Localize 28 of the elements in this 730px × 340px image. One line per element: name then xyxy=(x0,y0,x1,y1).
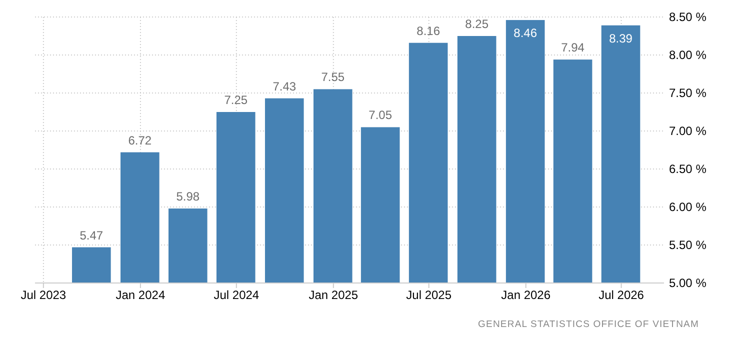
x-tick-label: Jan 2024 xyxy=(116,288,166,302)
y-tick-label: 8.50 % xyxy=(669,10,707,24)
y-tick-label: 5.50 % xyxy=(669,238,707,252)
y-tick-label: 6.50 % xyxy=(669,162,707,176)
data-label: 7.55 xyxy=(321,70,345,84)
data-label: 8.25 xyxy=(465,17,489,31)
y-tick-label: 6.00 % xyxy=(669,200,707,214)
data-label: 7.25 xyxy=(224,93,248,107)
y-tick-label: 7.00 % xyxy=(669,124,707,138)
data-label: 8.39 xyxy=(609,31,633,46)
data-label: 7.05 xyxy=(368,108,392,122)
data-label: 6.72 xyxy=(128,133,152,148)
data-label: 5.98 xyxy=(176,190,200,204)
x-tick-label: Jul 2025 xyxy=(406,288,452,302)
x-tick-label: Jan 2025 xyxy=(308,288,358,302)
x-tick-label: Jul 2026 xyxy=(598,288,644,302)
x-tick-label: Jul 2023 xyxy=(20,288,66,302)
x-tick-label: Jul 2024 xyxy=(214,288,260,302)
data-label: 8.46 xyxy=(514,26,538,40)
data-label: 5.47 xyxy=(80,228,104,242)
y-tick-label: 7.50 % xyxy=(669,86,707,100)
y-tick-label: 8.00 % xyxy=(669,48,707,62)
data-label: 7.43 xyxy=(272,79,296,94)
data-label: 7.94 xyxy=(561,40,585,55)
y-tick-label: 5.00 % xyxy=(669,276,707,290)
x-tick-label: Jan 2026 xyxy=(501,288,551,302)
data-label: 8.16 xyxy=(416,24,440,38)
text: GENERAL STATISTICS OFFICE OF VIETNAM xyxy=(478,319,699,330)
